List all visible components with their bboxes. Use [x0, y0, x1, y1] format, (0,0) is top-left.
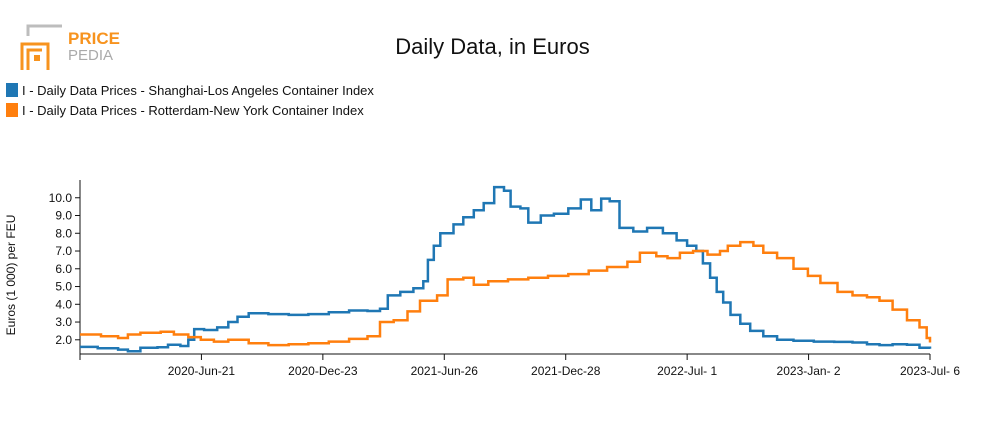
- series-line-1: [80, 240, 932, 347]
- logo-word-bottom: PEDIA: [68, 47, 113, 64]
- legend-item-rotterdam[interactable]: I - Daily Data Prices - Rotterdam-New Yo…: [6, 100, 374, 120]
- legend-label: I - Daily Data Prices - Shanghai-Los Ang…: [22, 82, 374, 98]
- series-line-0: [80, 185, 932, 353]
- x-tick-label: 2020-Dec-23: [288, 364, 358, 378]
- y-tick-label: 7.0: [55, 244, 72, 258]
- chart-title: Daily Data, in Euros: [395, 34, 590, 59]
- pricepedia-logo: PRICE PEDIA: [20, 24, 120, 70]
- y-tick-label: 4.0: [55, 297, 72, 311]
- y-tick-label: 6.0: [55, 262, 72, 276]
- legend-item-shanghai[interactable]: I - Daily Data Prices - Shanghai-Los Ang…: [6, 80, 374, 100]
- y-axis-label: Euros (1 000) per FEU: [4, 215, 18, 336]
- x-tick-label: 2021-Dec-28: [531, 364, 601, 378]
- y-tick-label: 2.0: [55, 333, 72, 347]
- y-tick-label: 9.0: [55, 209, 72, 223]
- y-tick-label: 3.0: [55, 315, 72, 329]
- y-tick-label: 5.0: [55, 280, 72, 294]
- x-tick-label: 2023-Jan- 2: [777, 364, 841, 378]
- y-tick-label: 8.0: [55, 226, 72, 240]
- x-tick-label: 2021-Jun-26: [411, 364, 479, 378]
- x-tick-label: 2023-Jul- 6: [900, 364, 960, 378]
- legend-label: I - Daily Data Prices - Rotterdam-New Yo…: [22, 102, 364, 118]
- logo-word-top: PRICE: [68, 29, 120, 48]
- legend-swatch: [6, 83, 18, 97]
- x-tick-label: 2020-Jun-21: [168, 364, 236, 378]
- x-tick-label: 2022-Jul- 1: [657, 364, 717, 378]
- legend-swatch: [6, 103, 18, 117]
- chart-legend: I - Daily Data Prices - Shanghai-Los Ang…: [6, 80, 374, 120]
- logo-mark-icon: [20, 24, 62, 70]
- y-tick-label: 10.0: [49, 191, 73, 205]
